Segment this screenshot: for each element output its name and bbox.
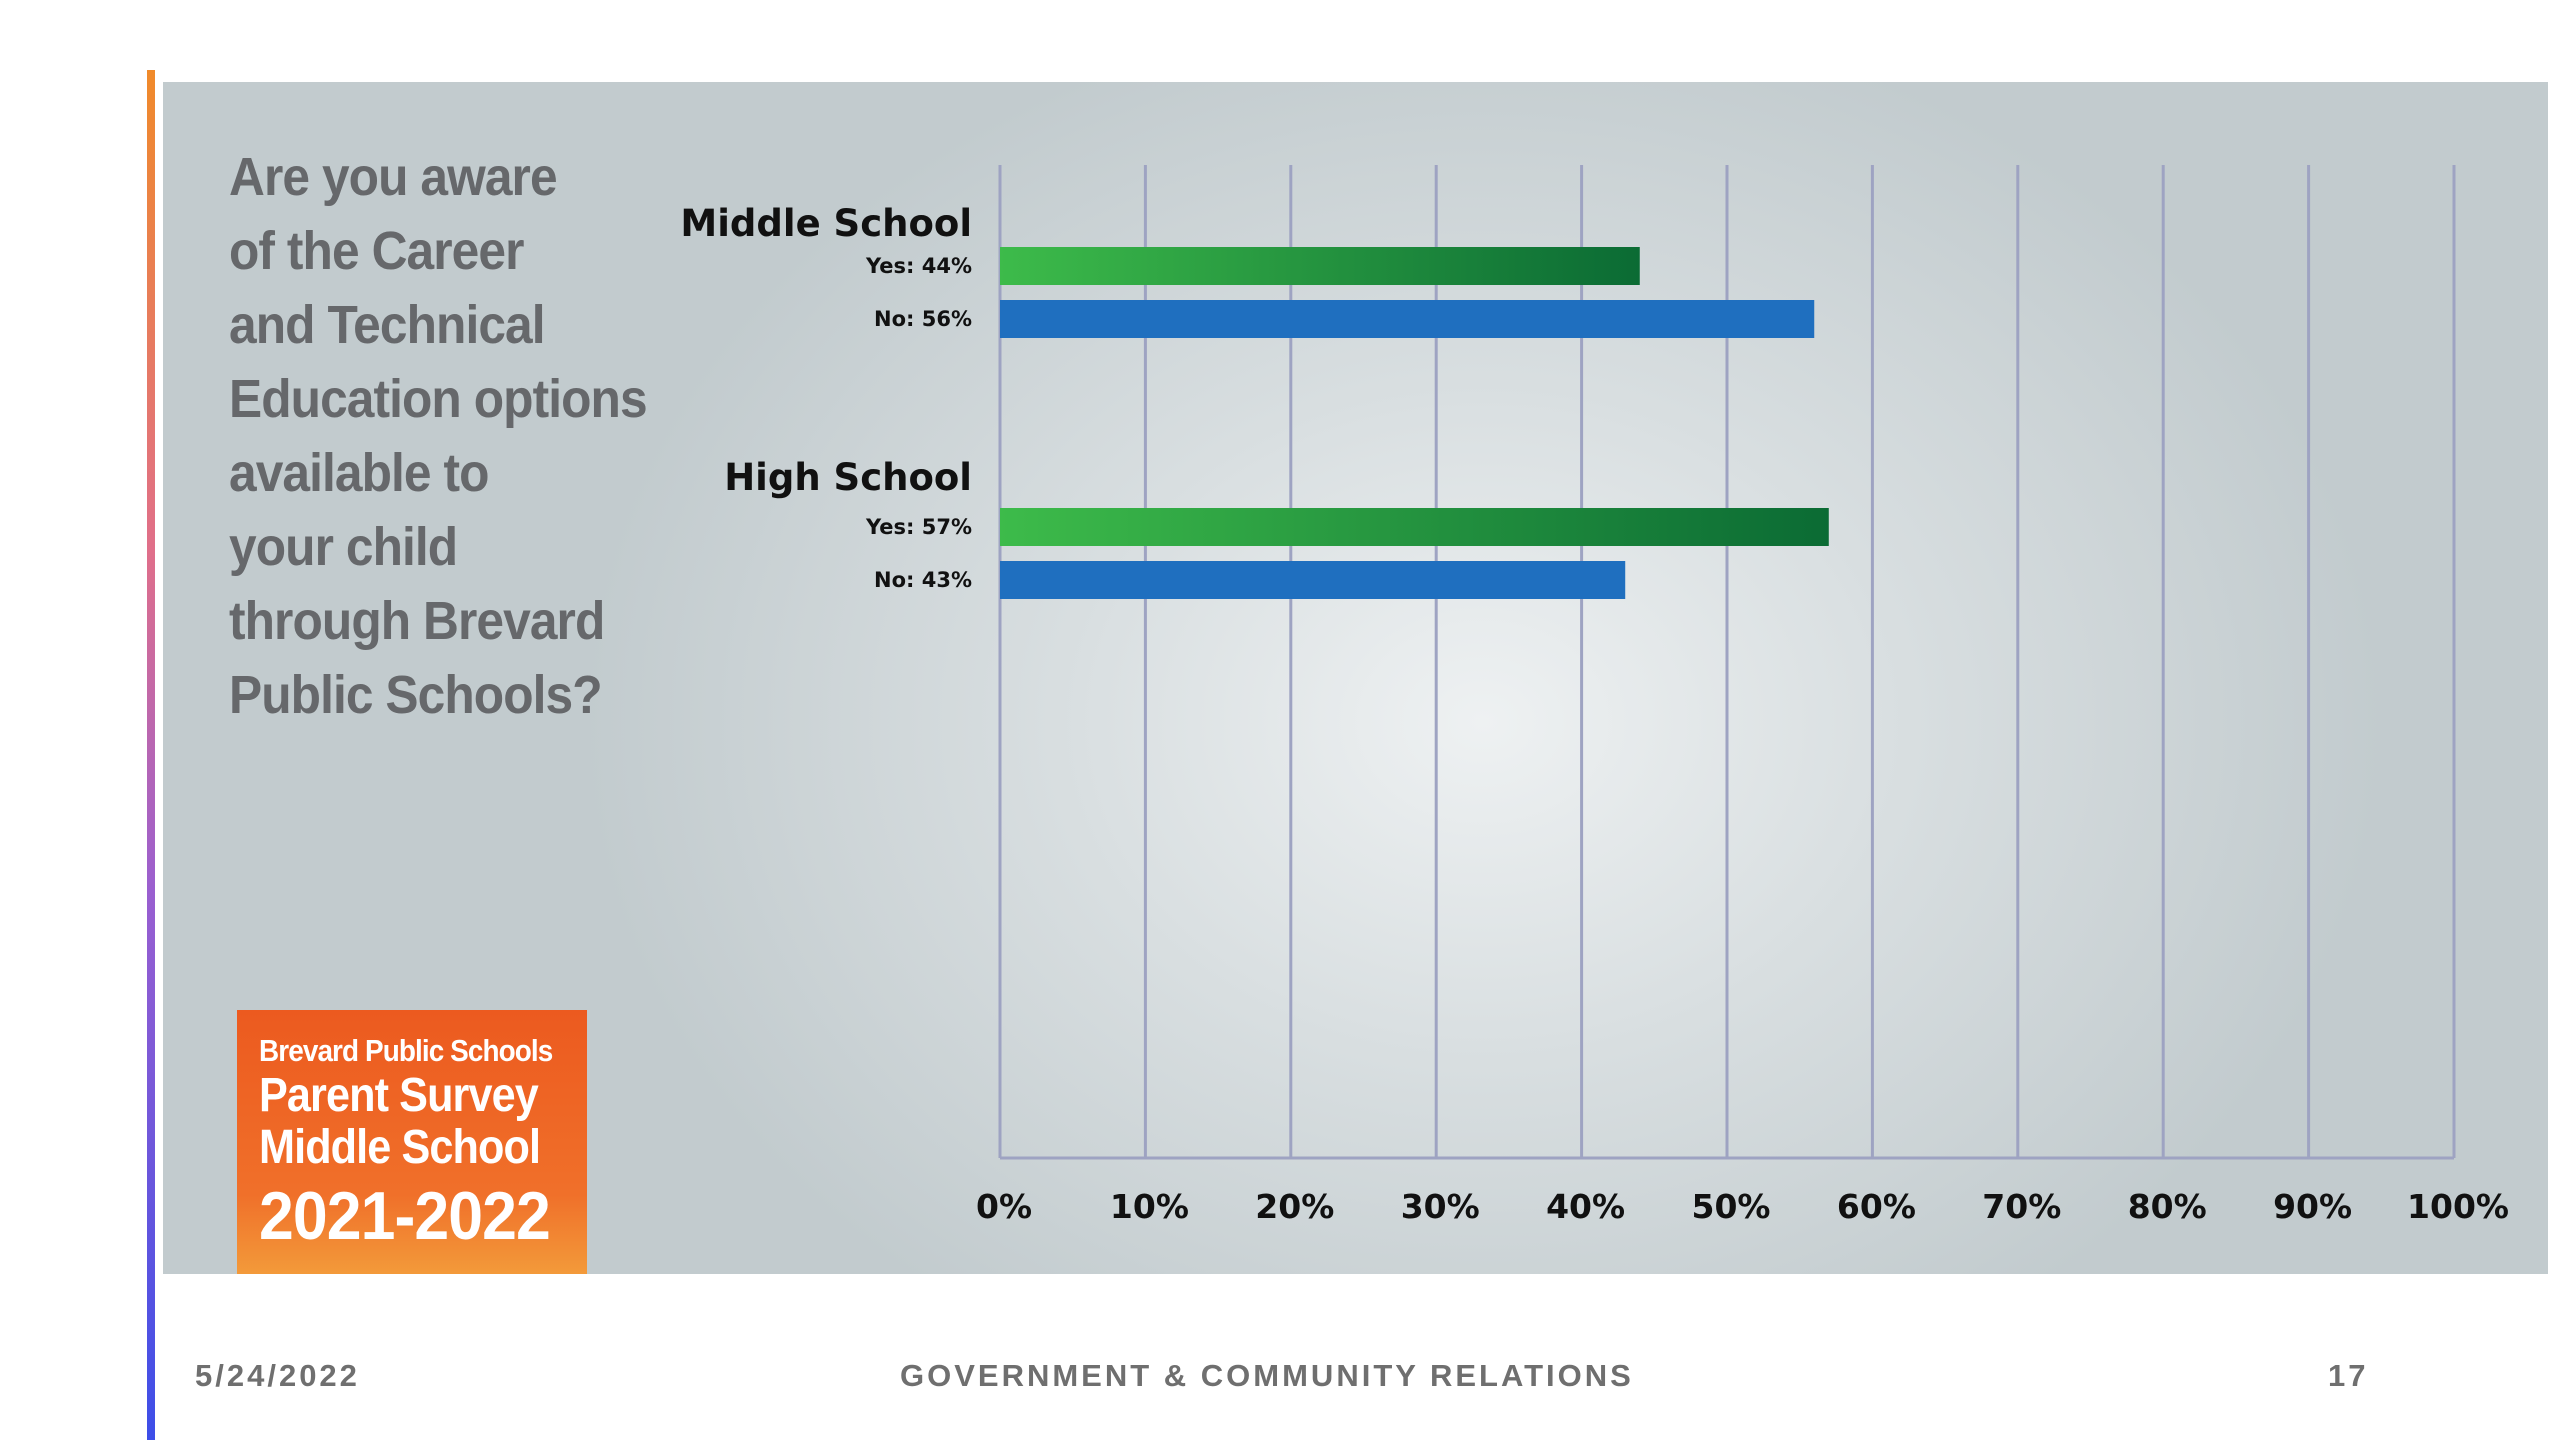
- accent-bar: [147, 70, 155, 1440]
- x-tick-label: 10%: [1110, 1187, 1189, 1226]
- bar-no: [1000, 300, 1815, 338]
- survey-badge: Brevard Public Schools Parent Survey Mid…: [237, 1010, 587, 1274]
- bar-yes: [1000, 247, 1640, 285]
- bar-yes: [1000, 508, 1829, 546]
- question-line: Public Schools?: [229, 665, 603, 725]
- group-label: Middle School: [680, 202, 972, 245]
- badge-org: Brevard Public Schools: [259, 1033, 553, 1068]
- footer-department: GOVERNMENT & COMMUNITY RELATIONS: [900, 1358, 1634, 1393]
- x-tick-label: 90%: [2273, 1187, 2352, 1226]
- question-line: through Brevard: [229, 591, 605, 651]
- x-tick-label: 0%: [976, 1187, 1032, 1226]
- x-tick-label: 60%: [1837, 1187, 1916, 1226]
- footer-page-number: 17: [2328, 1358, 2369, 1393]
- slide-panel: Are you aware of the Career and Technica…: [163, 82, 2548, 1274]
- bar-no: [1000, 561, 1626, 599]
- question-line: available to: [229, 443, 489, 503]
- badge-level: Middle School: [259, 1121, 541, 1174]
- question-line: of the Career: [229, 221, 524, 281]
- badge-year: 2021-2022: [259, 1178, 551, 1254]
- bar-label: Yes: 44%: [865, 254, 972, 278]
- question-line: Education options: [229, 369, 648, 429]
- x-tick-label: 70%: [1982, 1187, 2061, 1226]
- x-tick-label: 20%: [1255, 1187, 1334, 1226]
- x-tick-label: 80%: [2128, 1187, 2207, 1226]
- bar-label: No: 43%: [874, 568, 972, 592]
- bar-label: Yes: 57%: [865, 515, 972, 539]
- survey-question: Are you aware of the Career and Technica…: [229, 140, 744, 732]
- x-tick-label: 40%: [1546, 1187, 1625, 1226]
- bar-chart: 0% 10% 20% 30% 40% 50% 60% 70% 80% 90% 100% Middle …: [680, 165, 2509, 1226]
- group-label: High School: [724, 456, 972, 499]
- bar-label: No: 56%: [874, 307, 972, 331]
- question-line: Are you aware: [229, 147, 558, 207]
- x-tick-label: 50%: [1692, 1187, 1771, 1226]
- question-line: your child: [229, 517, 458, 577]
- question-line: and Technical: [229, 295, 546, 355]
- x-tick-label: 100%: [2407, 1187, 2509, 1226]
- footer-date: 5/24/2022: [195, 1358, 360, 1393]
- badge-survey: Parent Survey: [259, 1069, 539, 1122]
- x-tick-label: 30%: [1401, 1187, 1480, 1226]
